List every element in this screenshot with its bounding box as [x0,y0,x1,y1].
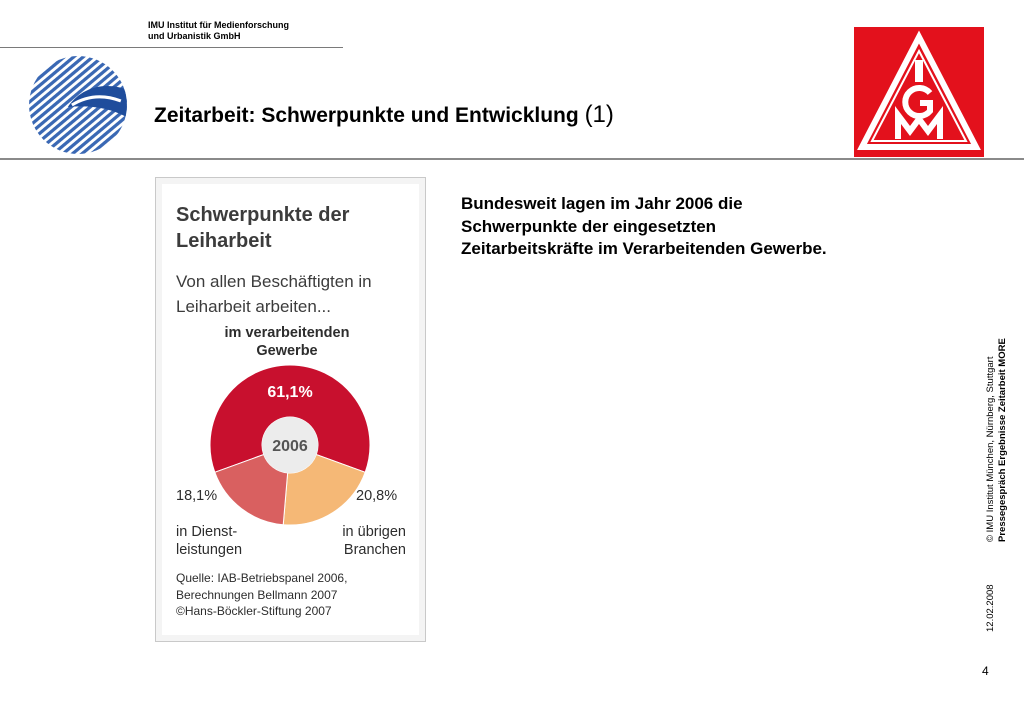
chart-source: Quelle: IAB-Betriebspanel 2006, Berechnu… [176,570,347,620]
chart-title: Schwerpunkte der Leiharbeit [176,202,349,254]
slice-uebrige [282,453,366,526]
value-label-verarbeitend: 61,1% [267,384,312,401]
value-label-dienstleistungen: 18,1% [176,488,218,504]
legend-verarbeitend: im verarbeitenden Gewerbe [176,324,398,360]
donut-chart: 2006 61,1% [209,364,371,526]
institute-name-line2: und Urbanistik GmbH [148,31,241,41]
chart-source-line3: ©Hans-Böckler-Stiftung 2007 [176,604,332,618]
legend-uebrige: in übrigen Branchen [326,523,406,559]
sidebar-event: Pressegespräch Ergebnisse Zeitarbeit MOR… [997,338,1008,542]
legend-uebrige-line2: Branchen [343,542,406,558]
institute-name-line1: IMU Institut für Medienforschung [148,20,289,30]
page-title-number: (1) [584,101,614,128]
legend-uebrige-line1: in übrigen [342,524,406,540]
chart-title-line1: Schwerpunkte der [176,204,350,226]
chart-subtitle: Von allen Beschäftigten in Leiharbeit ar… [176,269,372,319]
donut-center [262,417,318,473]
chart-source-line2: Berechnungen Bellmann 2007 [176,587,338,602]
title-divider [0,158,1024,160]
ig-metall-logo-icon [854,27,984,157]
institute-name: IMU Institut für Medienforschung und Urb… [148,20,289,42]
chart-subtitle-line1: Von allen Beschäftigten in [176,272,372,291]
sidebar-copyright: © IMU Institut München, Nürnberg, Stuttg… [985,356,996,542]
legend-dienstleistungen-line1: in Dienst- [176,524,238,540]
legend-verarbeitend-line2: Gewerbe [256,343,318,359]
imu-logo-icon [29,56,127,154]
chart-subtitle-line2: Leiharbeit arbeiten... [176,297,331,316]
legend-dienstleistungen-line2: leistungen [176,542,243,558]
donut-center-label: 2006 [272,438,308,455]
page-number: 4 [982,664,989,678]
chart-source-line1: Quelle: IAB-Betriebspanel 2006, [176,571,348,585]
legend-dienstleistungen: in Dienst- leistungen [176,523,242,559]
page-title: Zeitarbeit: Schwerpunkte und Entwicklung… [154,101,614,129]
value-label-uebrige: 20,8% [356,488,398,504]
chart-title-line2: Leiharbeit [176,230,272,252]
body-text: Bundesweit lagen im Jahr 2006 die Schwer… [461,194,827,258]
header-divider [0,47,343,48]
page-title-text: Zeitarbeit: Schwerpunkte und Entwicklung [154,104,579,127]
sidebar-date: 12.02.2008 [985,584,996,632]
legend-verarbeitend-line1: im verarbeitenden [224,325,350,341]
